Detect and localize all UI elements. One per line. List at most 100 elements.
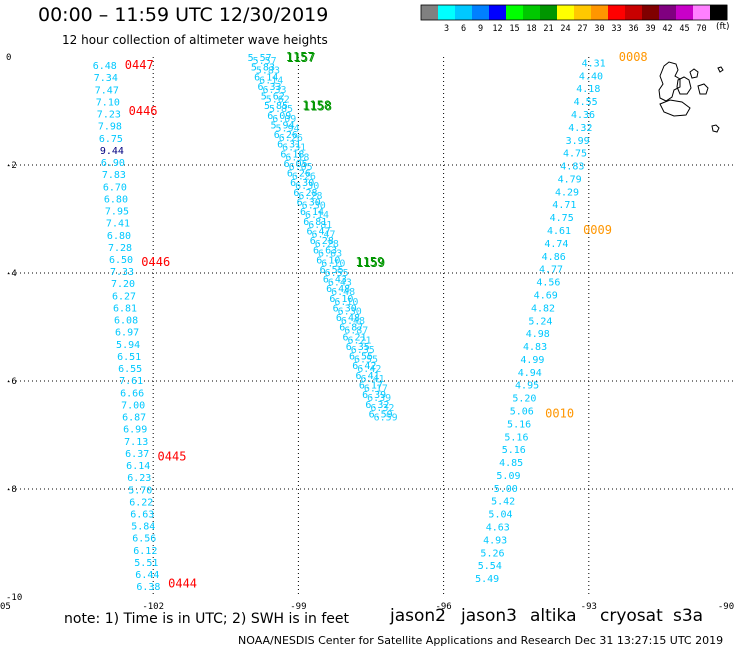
swh-value-label: 5.83 xyxy=(251,63,275,74)
swh-value-label: 4.40 xyxy=(579,71,603,82)
swh-value-label: 6.48 xyxy=(331,287,355,298)
swh-value-label: 6.42 xyxy=(357,364,381,375)
swh-value-label: 4.36 xyxy=(571,110,595,121)
swh-value-label: 6.26 xyxy=(279,133,303,144)
swh-value-label: 6.14 xyxy=(254,72,278,83)
swh-value-label: 6.35 xyxy=(346,342,370,353)
y-tick-label: -10 xyxy=(6,593,22,603)
x-tick-label: -99 xyxy=(290,602,306,612)
track-time-label: 0447 xyxy=(125,58,154,72)
swh-value-label: 5.09 xyxy=(496,471,520,482)
colorbar-swatch xyxy=(642,5,660,20)
swh-value-label: 6.48 xyxy=(336,313,360,324)
swh-value-label: 6.10 xyxy=(321,258,345,269)
swh-value-label: 7.47 xyxy=(95,85,119,96)
swh-value-label: 6.14 xyxy=(126,461,150,472)
swh-value-label: 5.06 xyxy=(510,406,534,417)
track-time-label: 0008 xyxy=(619,50,648,64)
x-tick-label: -90 xyxy=(718,602,734,612)
swh-value-label: 6.99 xyxy=(123,425,147,436)
swh-value-label: 4.83 xyxy=(560,162,584,173)
swh-value-label: 5.24 xyxy=(528,316,552,327)
island-coastline xyxy=(659,99,691,117)
track-time-label: 0010 xyxy=(545,406,574,420)
colorbar-label: 70 xyxy=(696,24,706,34)
track-time-label: 0446 xyxy=(141,255,170,269)
swh-value-label: 7.00 xyxy=(121,400,145,411)
track-time-label: 0445 xyxy=(158,450,187,464)
colorbar-swatch xyxy=(693,5,711,20)
swh-value-label: 4.32 xyxy=(568,123,592,134)
swh-value-label: 6.55 xyxy=(118,364,142,375)
legend-jason2: jason2 xyxy=(390,606,446,626)
y-tick-label: -2 xyxy=(6,161,17,171)
swh-value-label: 6.21 xyxy=(347,335,371,346)
swh-value-label: 4.75 xyxy=(550,213,574,224)
colorbar-label: 3 xyxy=(444,24,449,34)
colorbar-swatch xyxy=(489,5,507,20)
swh-value-label: 4.74 xyxy=(544,239,568,250)
swh-value-label: 6.28 xyxy=(298,191,322,202)
swh-value-label: 6.18 xyxy=(280,149,304,160)
swh-value-label: 6.18 xyxy=(285,152,309,163)
y-tick-label: -8 xyxy=(6,485,17,495)
swh-value-label: 6.39 xyxy=(367,393,391,404)
swh-value-label: 6.42 xyxy=(352,361,376,372)
swh-value-label: 4.83 xyxy=(523,342,547,353)
swh-value-label: 5.16 xyxy=(504,432,528,443)
swh-value-label: 7.34 xyxy=(94,73,118,84)
swh-value-label: 7.20 xyxy=(111,279,135,290)
colorbar-label: 30 xyxy=(594,24,604,34)
swh-value-label: 6.05 xyxy=(289,162,313,173)
swh-value-label: 6.26 xyxy=(287,169,311,180)
colorbar-label: 42 xyxy=(662,24,672,34)
swh-value-label: 7.33 xyxy=(110,267,134,278)
swh-value-label: 6.59 xyxy=(369,409,393,420)
swh-value-label: 6.37 xyxy=(125,449,149,460)
island-coastline xyxy=(676,76,692,95)
swh-value-label: 6.30 xyxy=(333,303,357,314)
track-time-label: 1158 xyxy=(303,100,332,114)
swh-value-label: 7.23 xyxy=(97,110,121,121)
swh-value-label: 4.77 xyxy=(539,265,563,276)
swh-value-label: 5.16 xyxy=(507,419,531,430)
swh-value-label: 3.99 xyxy=(566,136,590,147)
swh-value-label: 4.94 xyxy=(518,368,542,379)
swh-value-label: 4.79 xyxy=(558,174,582,185)
swh-value-label: 6.43 xyxy=(323,275,347,286)
x-tick-label: -105 xyxy=(0,602,11,612)
legend-altika: altika xyxy=(530,606,577,626)
swh-value-label: 6.35 xyxy=(351,345,375,356)
swh-value-label: 6.17 xyxy=(359,381,383,392)
swh-value-label: 6.63 xyxy=(130,509,154,520)
swh-value-label: 6.23 xyxy=(127,473,151,484)
colorbar-swatch xyxy=(625,5,643,20)
swh-value-label: 6.12 xyxy=(133,546,157,557)
swh-value-label: 4.86 xyxy=(542,252,566,263)
colorbar-swatch xyxy=(472,5,490,20)
swh-value-label: 5.85 xyxy=(264,101,288,112)
colorbar-swatch xyxy=(608,5,626,20)
colorbar-swatch xyxy=(557,5,575,20)
colorbar-unit: (ft) xyxy=(716,22,730,32)
swh-value-label: 6.22 xyxy=(129,497,153,508)
swh-value-label: 6.55 xyxy=(325,268,349,279)
track-time-label: 0009 xyxy=(583,223,612,237)
swh-value-label: 6.63 xyxy=(318,249,342,260)
swh-value-label: 6.10 xyxy=(329,294,353,305)
swh-value-label: 5.84 xyxy=(131,522,155,533)
swh-value-label: 6.75 xyxy=(99,134,123,145)
chart-subtitle: 12 hour collection of altimeter wave hei… xyxy=(62,33,328,47)
swh-value-label: 5.16 xyxy=(502,445,526,456)
swh-value-label: 6.43 xyxy=(328,278,352,289)
swh-value-label: 4.71 xyxy=(552,200,576,211)
swh-value-label: 6.32 xyxy=(365,400,389,411)
swh-value-label: 6.55 xyxy=(320,265,344,276)
swh-value-label: 6.97 xyxy=(115,328,139,339)
swh-value-label: 6.90 xyxy=(101,158,125,169)
colorbar-swatch xyxy=(574,5,592,20)
swh-value-label: 4.95 xyxy=(515,381,539,392)
colorbar-label: 45 xyxy=(679,24,689,34)
